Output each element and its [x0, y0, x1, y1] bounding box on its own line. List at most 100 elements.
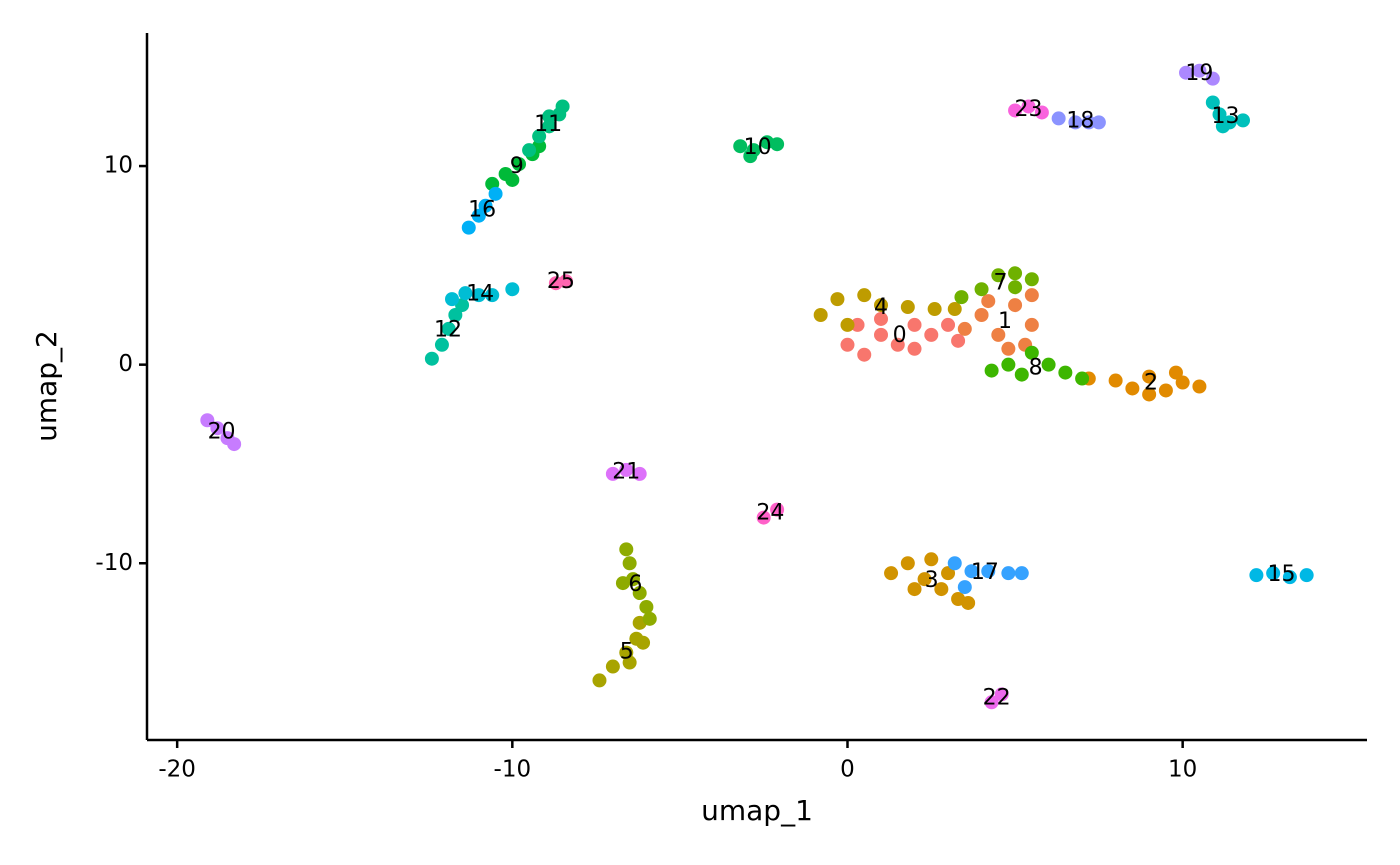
point — [840, 337, 855, 352]
point — [1235, 113, 1250, 128]
cluster-label: 21 — [612, 460, 640, 485]
point — [1024, 317, 1039, 332]
point — [874, 311, 889, 326]
point — [924, 552, 939, 567]
point — [210, 421, 225, 436]
point — [1051, 111, 1066, 126]
x-tick-label: 0 — [840, 757, 855, 783]
point — [1014, 566, 1029, 581]
point — [770, 502, 785, 517]
point — [1034, 105, 1049, 120]
point — [619, 462, 634, 477]
point — [830, 292, 845, 307]
cluster-label: 7 — [994, 271, 1008, 296]
point — [991, 268, 1006, 283]
cluster-label: 9 — [510, 154, 524, 179]
point — [954, 290, 969, 305]
point — [505, 172, 520, 187]
y-axis-title: umap_2 — [30, 330, 63, 442]
point — [434, 337, 449, 352]
point — [947, 302, 962, 317]
point — [924, 327, 939, 342]
point — [1299, 568, 1314, 583]
point — [1212, 107, 1227, 122]
cluster-label: 14 — [466, 281, 494, 306]
point — [1068, 115, 1083, 130]
cluster-label: 24 — [756, 501, 784, 526]
point — [1081, 115, 1096, 130]
point — [1266, 566, 1281, 581]
point — [941, 317, 956, 332]
point — [200, 413, 215, 428]
point — [1024, 288, 1039, 303]
point — [917, 572, 932, 587]
x-tick-label: -20 — [158, 757, 196, 783]
point — [615, 576, 630, 591]
point — [1205, 95, 1220, 110]
cluster-label: 18 — [1066, 108, 1094, 133]
cluster-label: 20 — [208, 420, 236, 445]
point — [555, 99, 570, 114]
point — [622, 556, 637, 571]
cluster-label: 2 — [1144, 370, 1158, 395]
point — [981, 564, 996, 579]
point — [900, 300, 915, 315]
point — [934, 582, 949, 597]
cluster-label: 12 — [434, 317, 462, 342]
cluster-label: 1 — [998, 309, 1012, 334]
point — [1175, 375, 1190, 390]
point — [1001, 566, 1016, 581]
cluster-label: 11 — [534, 112, 562, 137]
point — [1192, 63, 1207, 78]
point — [770, 137, 785, 152]
point — [974, 308, 989, 323]
y-tick-label: 0 — [118, 351, 133, 377]
point — [756, 510, 771, 525]
point — [471, 208, 486, 223]
point — [900, 556, 915, 571]
point — [558, 274, 573, 289]
cluster-label: 17 — [971, 560, 999, 585]
point — [1249, 568, 1264, 583]
point — [907, 582, 922, 597]
point — [1008, 298, 1023, 313]
point — [884, 566, 899, 581]
cluster-label: 4 — [874, 295, 888, 320]
cluster-label: 10 — [744, 135, 772, 160]
point — [1021, 99, 1036, 114]
point — [505, 282, 520, 297]
point — [1205, 71, 1220, 86]
point — [448, 308, 463, 323]
point — [632, 466, 647, 481]
point — [1024, 345, 1039, 360]
cluster-label: 5 — [620, 639, 634, 664]
point — [227, 437, 242, 452]
point — [927, 302, 942, 317]
cluster-label: 16 — [468, 198, 496, 223]
point — [1179, 65, 1194, 80]
point — [485, 288, 500, 303]
point — [1125, 381, 1140, 396]
cluster-label: 8 — [1029, 355, 1043, 380]
point — [1008, 266, 1023, 281]
point — [857, 288, 872, 303]
points — [200, 63, 1314, 710]
point — [1091, 115, 1106, 130]
point — [1168, 365, 1183, 380]
point — [813, 308, 828, 323]
cluster-label: 22 — [983, 685, 1011, 710]
point — [857, 347, 872, 362]
point — [1001, 341, 1016, 356]
point — [512, 157, 527, 172]
point — [991, 327, 1006, 342]
cluster-label: 13 — [1212, 104, 1240, 129]
point — [1158, 383, 1173, 398]
x-tick-label: -10 — [494, 757, 532, 783]
cluster-label: 6 — [628, 572, 642, 597]
point — [522, 143, 537, 158]
x-axis-title: umap_1 — [701, 794, 813, 827]
point — [874, 327, 889, 342]
cluster-label: 23 — [1014, 97, 1042, 122]
point — [1001, 357, 1016, 372]
